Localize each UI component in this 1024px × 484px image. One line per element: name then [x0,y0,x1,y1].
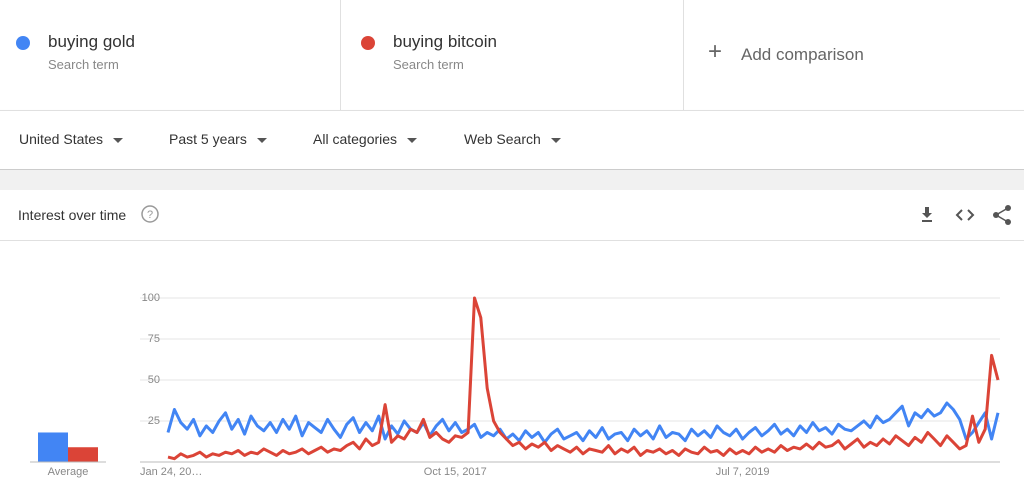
y-tick-label: 50 [148,374,160,386]
term-card[interactable]: buying bitcoin Search term [341,0,684,110]
download-icon[interactable] [922,207,932,222]
term-subtitle: Search term [48,57,119,72]
filter[interactable]: United States [19,131,123,147]
series-line [167,296,1000,461]
x-tick-label: Jan 24, 20… [140,466,202,478]
filter[interactable]: All categories [313,131,417,147]
chart: 25 50 75 100 Jan 24, 20… Oct 15, 2017 Jul 7, 2… [30,292,1000,478]
legend-dot [361,36,375,50]
term-card[interactable]: buying gold Search term [0,0,341,110]
svg-text:?: ? [147,209,153,221]
add-comparison[interactable]: + Add comparison [684,0,1024,110]
y-tick-label: 75 [148,333,160,345]
plus-icon: + [708,38,723,65]
help-icon[interactable]: ? [140,204,160,224]
average-bar [38,432,68,462]
add-comparison-label[interactable]: Add comparison [741,45,864,64]
card-title: Interest over time [18,207,127,223]
term-name[interactable]: buying gold [48,32,135,51]
card-actions [922,205,1011,225]
filter[interactable]: Past 5 years [169,131,267,147]
embed-icon[interactable] [955,209,975,221]
share-icon[interactable] [993,205,1011,225]
x-tick-label: Jul 7, 2019 [716,466,770,478]
y-tick-label: 25 [148,415,160,427]
average-bar [68,447,98,462]
filter[interactable]: Web Search [464,131,561,147]
average-label: Average [48,466,89,478]
card-header: Interest over time ? [0,190,1024,241]
series-line [166,401,1000,444]
term-subtitle: Search term [393,57,464,72]
separator [0,170,1024,190]
legend-dot [16,36,30,50]
filter-bar: United States Past 5 years All categorie… [0,110,1024,170]
term-name[interactable]: buying bitcoin [393,32,497,51]
y-tick-label: 100 [142,292,160,304]
x-tick-label: Oct 15, 2017 [424,466,487,478]
